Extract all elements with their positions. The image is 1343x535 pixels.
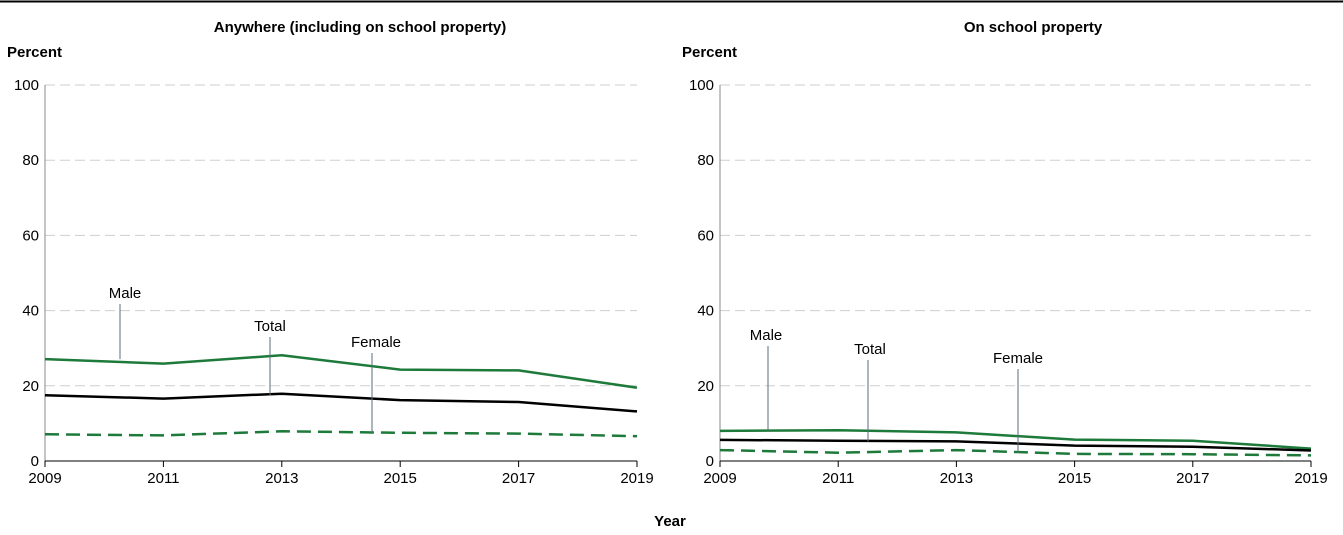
series-line-male: [719, 428, 1312, 450]
series-label-male: Male: [750, 327, 783, 344]
chart-panels: Anywhere (including on school property) P…: [7, 19, 1328, 487]
y-tick-label: 60: [697, 227, 714, 244]
series-label-male: Male: [109, 285, 142, 302]
x-tick-label: 2009: [28, 470, 61, 487]
y-tick-label: 60: [22, 227, 39, 244]
series-label-female: Female: [351, 334, 401, 351]
chart-panel-1: Anywhere (including on school property) P…: [7, 19, 654, 487]
x-tick-label: 2015: [1058, 470, 1091, 487]
y-tick-label: 0: [706, 453, 714, 470]
series-line-total: [44, 392, 638, 413]
x-tick-label: 2011: [822, 470, 854, 487]
series-line-female: [44, 430, 638, 438]
x-tick-label: 2011: [147, 470, 179, 487]
series-label-total: Total: [254, 318, 286, 335]
y-tick-label: 0: [31, 453, 39, 470]
series-line-total: [719, 438, 1312, 452]
x-axis-title: Year: [654, 513, 686, 530]
x-tick-label: 2009: [703, 470, 736, 487]
chart-title: On school property: [964, 19, 1103, 36]
series-label-total: Total: [854, 341, 886, 358]
x-tick-label: 2013: [265, 470, 298, 487]
y-tick-label: 80: [697, 152, 714, 169]
x-tick-label: 2019: [1294, 470, 1327, 487]
y-axis-title: Percent: [682, 44, 737, 61]
x-tick-label: 2013: [940, 470, 973, 487]
y-axis-title: Percent: [7, 44, 62, 61]
y-tick-label: 80: [22, 152, 39, 169]
y-tick-label: 40: [697, 303, 714, 320]
chart-panel-2: On school property Percent 0 20 40 60 80 100 200…: [682, 19, 1328, 487]
x-tick-label: 2017: [502, 470, 535, 487]
series-line-male: [44, 354, 638, 389]
series-line-female: [719, 448, 1312, 457]
series-label-female: Female: [993, 350, 1043, 367]
x-tick-label: 2019: [620, 470, 653, 487]
chart-title: Anywhere (including on school property): [214, 19, 507, 36]
y-tick-label: 100: [14, 77, 39, 94]
y-tick-label: 20: [22, 378, 39, 395]
y-tick-label: 100: [689, 77, 714, 94]
y-tick-label: 20: [697, 378, 714, 395]
x-tick-label: 2015: [384, 470, 417, 487]
x-tick-label: 2017: [1176, 470, 1209, 487]
y-tick-label: 40: [22, 303, 39, 320]
